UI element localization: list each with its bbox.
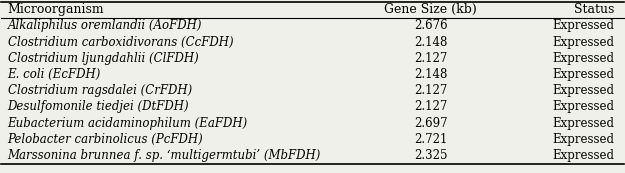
Text: Eubacterium acidaminophilum (EaFDH): Eubacterium acidaminophilum (EaFDH) [8,117,248,130]
Text: 2.127: 2.127 [414,100,447,113]
Text: Alkaliphilus oremlandii (AoFDH): Alkaliphilus oremlandii (AoFDH) [8,19,202,32]
Text: 2.127: 2.127 [414,84,447,97]
Text: 2.325: 2.325 [414,149,447,162]
Text: Expressed: Expressed [552,133,614,146]
Text: Expressed: Expressed [552,100,614,113]
Text: 2.697: 2.697 [414,117,447,130]
Text: Expressed: Expressed [552,117,614,130]
Text: Expressed: Expressed [552,52,614,65]
Text: Status: Status [574,3,614,16]
Text: 2.676: 2.676 [414,19,447,32]
Text: Pelobacter carbinolicus (PcFDH): Pelobacter carbinolicus (PcFDH) [8,133,203,146]
Text: Clostridium ragsdalei (CrFDH): Clostridium ragsdalei (CrFDH) [8,84,192,97]
Text: Gene Size (kb): Gene Size (kb) [384,3,477,16]
Text: Expressed: Expressed [552,35,614,49]
Text: Clostridium ljungdahlii (ClFDH): Clostridium ljungdahlii (ClFDH) [8,52,198,65]
Text: Desulfomonile tiedjei (DtFDH): Desulfomonile tiedjei (DtFDH) [8,100,189,113]
Text: Marssonina brunnea f. sp. ‘multigermtubi’ (MbFDH): Marssonina brunnea f. sp. ‘multigermtubi… [8,149,321,162]
Text: 2.127: 2.127 [414,52,447,65]
Text: Expressed: Expressed [552,149,614,162]
Text: 2.148: 2.148 [414,68,447,81]
Text: 2.721: 2.721 [414,133,447,146]
Text: Expressed: Expressed [552,68,614,81]
Text: Microorganism: Microorganism [8,3,104,16]
Text: 2.148: 2.148 [414,35,447,49]
Text: Expressed: Expressed [552,19,614,32]
Text: E. coli (EcFDH): E. coli (EcFDH) [8,68,101,81]
Text: Expressed: Expressed [552,84,614,97]
Text: Clostridium carboxidivorans (CcFDH): Clostridium carboxidivorans (CcFDH) [8,35,233,49]
